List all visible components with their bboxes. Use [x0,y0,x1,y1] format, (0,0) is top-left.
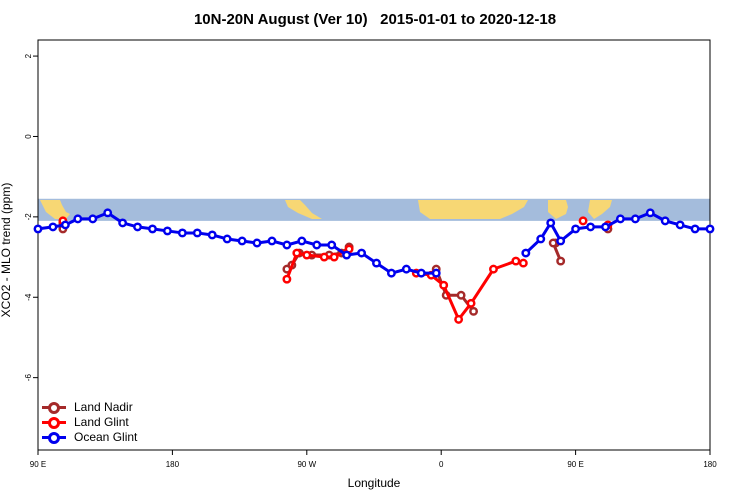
data-point-ocean-glint [282,240,292,250]
data-point-ocean-glint [675,220,685,230]
data-point-land-nadir [456,290,466,300]
data-point-ocean-glint [162,226,172,236]
data-point-ocean-glint [222,234,232,244]
data-point-ocean-glint [33,224,43,234]
y-tick-label: -2 [24,213,33,221]
x-tick-label: 90 E [567,460,583,469]
data-point-ocean-glint [645,208,655,218]
data-point-ocean-glint [60,220,70,230]
data-point-ocean-glint [416,268,426,278]
map-land-shape [418,200,528,219]
data-point-ocean-glint [556,236,566,246]
data-point-ocean-glint [148,224,157,234]
data-point-ocean-glint [630,214,640,224]
legend-label-ocean-glint: Ocean Glint [74,429,138,444]
y-tick-label: -6 [24,374,33,382]
x-tick-label: 180 [703,460,717,469]
y-tick-label: 0 [24,134,33,139]
map-land-shape [285,200,322,219]
data-point-land-glint [439,280,449,290]
map-land-shape [40,200,70,219]
data-point-land-glint [329,252,339,262]
data-point-land-glint [282,274,292,284]
y-axis-label: XCO2 - MLO trend (ppm) [0,182,13,318]
data-point-ocean-glint [705,224,715,234]
data-point-ocean-glint [73,214,83,224]
data-point-ocean-glint [88,214,98,224]
data-point-ocean-glint [521,248,531,258]
data-point-land-glint [319,252,329,262]
data-point-ocean-glint [615,214,625,224]
data-point-land-glint [302,250,312,260]
data-point-ocean-glint [133,222,143,232]
data-point-ocean-glint [357,248,367,258]
map-land-shape [548,200,568,219]
data-point-land-glint [454,314,464,324]
x-axis-label: Longitude [347,476,401,490]
data-point-ocean-glint [237,236,247,246]
legend-swatch-ocean-glint [40,431,68,444]
legend-item-ocean-glint: Ocean Glint [40,429,137,444]
data-point-ocean-glint [327,240,337,250]
data-point-land-glint [511,256,521,266]
data-point-ocean-glint [372,258,381,268]
data-point-ocean-glint [103,208,113,218]
series-line-ocean-glint [37,211,437,275]
data-point-land-nadir [548,238,558,248]
data-point-ocean-glint [431,268,441,278]
legend: Land Nadir Land Glint Ocean Glint [40,399,137,444]
data-point-ocean-glint [267,236,277,246]
data-point-ocean-glint [312,240,322,250]
x-tick-label: 0 [439,460,444,469]
map-land-shape [588,200,612,219]
data-point-ocean-glint [401,264,411,274]
data-point-land-glint [466,298,476,308]
data-point-ocean-glint [252,238,262,248]
data-point-ocean-glint [48,222,58,232]
chart-title: 10N-20N August (Ver 10) 2015-01-01 to 20… [193,11,557,28]
data-point-ocean-glint [586,222,595,232]
data-point-ocean-glint [207,230,217,240]
data-point-land-glint [489,264,498,274]
x-tick-label: 90 W [297,460,316,469]
x-tick-label: 180 [166,460,180,469]
data-point-ocean-glint [342,250,352,260]
data-point-ocean-glint [297,236,307,246]
data-point-land-nadir [469,306,479,316]
legend-item-land-glint: Land Glint [40,414,137,429]
x-tick-label: 90 E [30,460,46,469]
data-point-ocean-glint [601,222,610,232]
data-point-ocean-glint [690,224,700,234]
legend-item-land-nadir: Land Nadir [40,399,137,414]
y-tick-label: -4 [24,293,33,301]
data-point-land-nadir [556,256,566,266]
data-point-ocean-glint [386,268,396,278]
data-point-land-glint [578,216,588,226]
legend-label-land-nadir: Land Nadir [74,399,133,414]
data-point-ocean-glint [546,218,556,228]
map-band-ocean [38,198,710,221]
y-tick-label: 2 [24,53,33,58]
data-point-ocean-glint [118,218,128,228]
data-point-ocean-glint [660,216,670,226]
data-point-ocean-glint [192,228,202,238]
data-point-ocean-glint [177,228,187,238]
data-point-ocean-glint [536,234,546,244]
legend-swatch-land-nadir [40,401,68,414]
legend-label-land-glint: Land Glint [74,414,129,429]
data-point-land-glint [518,258,528,268]
data-point-land-glint [292,248,302,258]
plot-frame [37,39,711,451]
data-point-ocean-glint [571,224,581,234]
legend-swatch-land-glint [40,416,68,429]
